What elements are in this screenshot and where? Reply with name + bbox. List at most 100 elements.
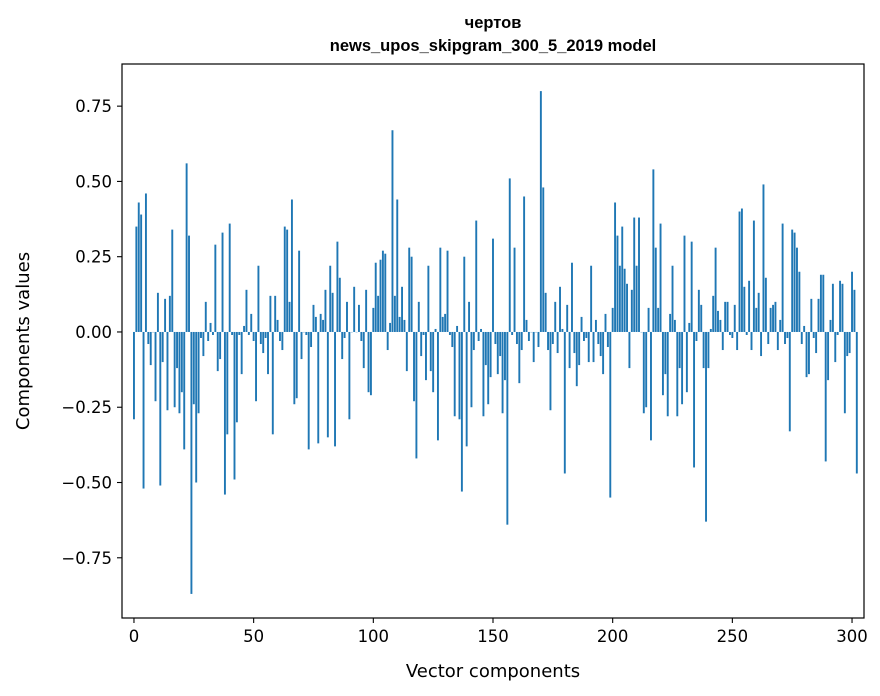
bar <box>580 316 583 332</box>
bar <box>353 286 356 332</box>
chart-title: чертов <box>465 14 522 32</box>
bar <box>195 331 198 483</box>
bar <box>676 331 679 417</box>
bar <box>317 331 320 444</box>
bar <box>470 331 473 408</box>
bar <box>547 331 549 351</box>
bar <box>422 331 425 335</box>
y-axis-label: Components values <box>13 252 34 430</box>
bar <box>379 259 382 332</box>
bar <box>539 91 542 332</box>
bar <box>745 331 748 335</box>
bar <box>714 247 717 332</box>
y-axis-ticks: 0.75 0.50 0.25 0.00 −0.25 −0.50 −0.75 <box>61 97 122 568</box>
bar <box>348 331 351 420</box>
bar <box>719 319 722 332</box>
bar <box>532 331 535 363</box>
bar <box>774 301 777 332</box>
bar <box>554 301 557 332</box>
bar <box>408 247 411 332</box>
bar <box>322 319 325 332</box>
bar <box>695 331 698 341</box>
bar <box>697 289 700 332</box>
bar <box>848 331 851 354</box>
bar <box>226 331 229 435</box>
y-tick-label: −0.75 <box>61 549 112 568</box>
bar <box>724 301 727 332</box>
bar <box>460 331 463 492</box>
bar <box>240 331 243 375</box>
bar <box>396 199 399 332</box>
bar <box>281 331 284 351</box>
bar <box>235 331 238 423</box>
bar <box>702 331 705 369</box>
bar <box>762 184 765 332</box>
bar <box>635 265 638 332</box>
bar <box>659 223 662 332</box>
x-axis-label: Vector components <box>406 661 580 682</box>
bar <box>393 295 396 332</box>
bar <box>645 331 648 408</box>
bar <box>501 331 504 414</box>
x-tick-label: 150 <box>477 627 509 646</box>
bar <box>326 331 329 438</box>
bar <box>137 202 140 332</box>
x-tick-label: 200 <box>597 627 629 646</box>
bar <box>669 313 672 332</box>
bar <box>343 331 346 338</box>
bar <box>298 250 301 332</box>
y-tick-label: 0.75 <box>75 97 112 116</box>
bar <box>520 331 523 351</box>
bar <box>743 286 746 332</box>
bar <box>760 331 763 357</box>
bar <box>468 301 471 332</box>
bar <box>853 289 856 332</box>
bar <box>403 319 406 332</box>
bar <box>585 331 588 338</box>
bar <box>606 331 609 348</box>
bar <box>834 331 837 363</box>
bar <box>259 331 262 345</box>
bar <box>257 265 260 332</box>
bar <box>513 247 516 332</box>
bar <box>341 331 344 360</box>
bar <box>300 331 303 360</box>
bar <box>544 292 547 332</box>
bar <box>673 319 676 332</box>
bar <box>712 295 715 332</box>
bar <box>767 331 770 345</box>
bar <box>293 331 296 405</box>
bar <box>164 298 167 332</box>
bar <box>310 331 313 348</box>
bar <box>772 304 774 332</box>
bar <box>413 331 415 402</box>
bar <box>499 331 502 357</box>
plot-frame <box>121 63 865 619</box>
bar <box>779 319 782 332</box>
bar <box>841 283 844 332</box>
bar <box>846 331 849 357</box>
bar <box>786 331 789 338</box>
bar <box>200 331 202 338</box>
bar <box>286 229 289 332</box>
bar <box>494 331 497 345</box>
x-tick-label: 250 <box>717 627 749 646</box>
bar <box>654 247 657 332</box>
bar <box>436 331 439 441</box>
bar <box>843 331 846 414</box>
bar <box>575 331 578 387</box>
chart-subtitle: news_upos_skipgram_300_5_2019 model <box>330 37 657 55</box>
bar <box>664 331 667 375</box>
y-tick-label: −0.25 <box>61 398 112 417</box>
bar <box>709 328 712 332</box>
bar <box>630 289 633 332</box>
bar <box>489 331 492 378</box>
bar <box>602 331 605 375</box>
bar <box>185 163 188 332</box>
bar <box>748 280 751 332</box>
bar <box>750 331 753 351</box>
bar <box>173 331 176 408</box>
bar <box>805 331 808 378</box>
bar <box>824 331 827 462</box>
bar <box>800 331 803 345</box>
